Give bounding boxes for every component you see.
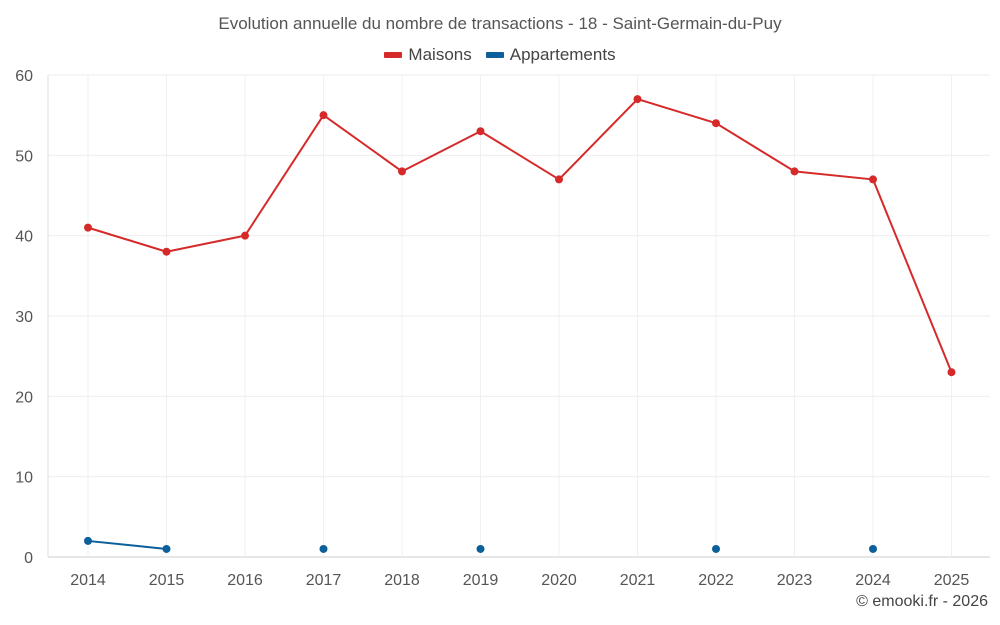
legend-label-appartements: Appartements [509, 45, 616, 64]
data-point-maisons-2024[interactable] [869, 175, 877, 184]
series-line-maisons [636, 98, 717, 125]
legend-item-appartements[interactable]: Appartements [485, 45, 616, 65]
series-line-maisons [479, 130, 560, 181]
data-point-appartements-2019[interactable] [476, 544, 485, 553]
data-point-appartements-2022[interactable] [712, 544, 720, 553]
legend-label-maisons: Maisons [408, 45, 472, 64]
x-tick-label-2018: 2018 [384, 572, 420, 589]
data-point-maisons-2016[interactable] [241, 231, 249, 240]
data-point-appartements-2015[interactable] [162, 544, 171, 553]
series-line-maisons [165, 234, 246, 253]
y-tick-label-10: 10 [15, 470, 33, 487]
x-tick-label-2021: 2021 [620, 572, 656, 589]
data-point-maisons-2015[interactable] [162, 247, 171, 256]
series-line-appartements [87, 539, 168, 550]
series-line-maisons [87, 226, 168, 253]
series-line-maisons [401, 130, 482, 173]
data-point-maisons-2022[interactable] [712, 119, 720, 128]
data-point-maisons-2021[interactable] [633, 95, 642, 104]
series-line-maisons [558, 98, 639, 181]
y-tick-label-40: 40 [15, 229, 33, 246]
data-point-maisons-2023[interactable] [790, 167, 799, 176]
y-tick-label-30: 30 [15, 309, 33, 326]
chart-title: Evolution annuelle du nombre de transact… [218, 14, 782, 33]
legend-item-maisons[interactable]: Maisons [384, 45, 472, 65]
x-tick-label-2015: 2015 [149, 572, 185, 589]
data-point-maisons-2020[interactable] [555, 175, 563, 184]
legend: Maisons Appartements [0, 45, 1000, 65]
data-point-maisons-2014[interactable] [84, 223, 92, 232]
x-tick-label-2022: 2022 [698, 572, 734, 589]
x-tick-label-2014: 2014 [70, 572, 106, 589]
data-point-appartements-2014[interactable] [84, 536, 92, 545]
y-tick-label-50: 50 [15, 148, 33, 165]
x-tick-label-2024: 2024 [855, 572, 891, 589]
y-tick-label-0: 0 [24, 550, 33, 567]
legend-swatch-appartements [485, 52, 504, 58]
x-tick-label-2016: 2016 [227, 572, 263, 589]
credit-text: © emooki.fr - 2026 [856, 593, 988, 610]
data-point-appartements-2024[interactable] [869, 544, 877, 553]
legend-swatch-maisons [384, 52, 403, 58]
series-line-maisons [244, 114, 325, 237]
x-tick-label-2020: 2020 [541, 572, 577, 589]
series-line-maisons [872, 178, 953, 374]
x-tick-label-2017: 2017 [306, 572, 342, 589]
y-tick-label-60: 60 [15, 68, 33, 85]
x-tick-label-2019: 2019 [463, 572, 499, 589]
data-point-appartements-2017[interactable] [319, 544, 328, 553]
data-point-maisons-2017[interactable] [319, 111, 328, 120]
series-line-maisons [715, 122, 796, 173]
y-tick-label-20: 20 [15, 389, 33, 406]
series-line-maisons [322, 114, 403, 173]
data-point-maisons-2018[interactable] [398, 167, 406, 176]
x-tick-label-2023: 2023 [777, 572, 813, 589]
series-line-maisons [793, 170, 874, 181]
x-tick-label-2025: 2025 [934, 572, 970, 589]
data-point-maisons-2019[interactable] [476, 127, 485, 136]
data-point-maisons-2025[interactable] [947, 368, 956, 377]
